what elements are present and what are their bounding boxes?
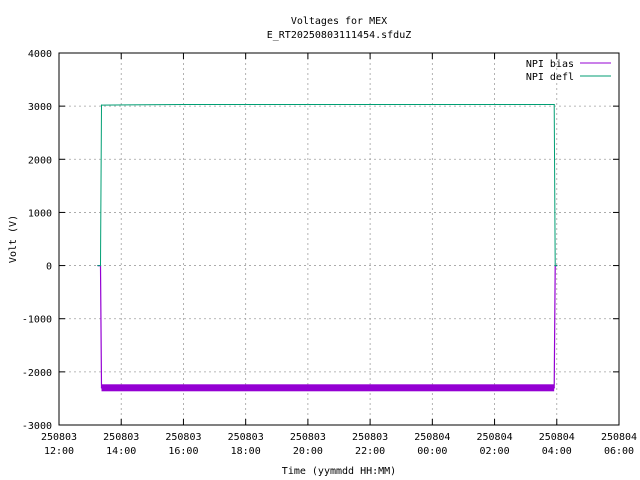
- series-line-npi-bias: [97, 265, 557, 389]
- series-point-npi-defl: [553, 103, 555, 106]
- x-tick-label-date: 250804: [476, 432, 512, 443]
- series-point-npi-bias: [100, 387, 103, 389]
- x-tick-label-date: 250803: [165, 432, 201, 443]
- series-point-npi-defl: [100, 104, 103, 106]
- y-tick-label: -2000: [22, 368, 52, 379]
- series-point-npi-defl: [182, 103, 185, 106]
- x-tick-label-time: 22:00: [355, 446, 385, 457]
- chart-title: Voltages for MEX: [291, 16, 387, 27]
- series-point-npi-defl: [97, 264, 99, 267]
- x-tick-label-time: 20:00: [293, 446, 323, 457]
- series-point-npi-bias: [307, 387, 309, 389]
- legend-label-npi-bias: NPI bias: [526, 59, 574, 70]
- x-tick-label-time: 00:00: [417, 446, 447, 457]
- plot-frame: [58, 52, 620, 426]
- series-point-npi-defl: [307, 103, 309, 106]
- series-point-npi-bias: [182, 387, 185, 389]
- series-point-npi-bias: [553, 387, 555, 389]
- y-axis-label: Volt (V): [8, 215, 19, 263]
- x-tick-label-date: 250803: [41, 432, 77, 443]
- series-point-npi-defl: [556, 264, 558, 267]
- x-tick-label-time: 02:00: [480, 446, 510, 457]
- x-tick-label-date: 250803: [228, 432, 264, 443]
- x-tick-label-time: 06:00: [604, 446, 634, 457]
- x-tick-label-time: 16:00: [168, 446, 198, 457]
- series-lines: [97, 103, 558, 392]
- grid-lines: [59, 53, 619, 425]
- series-band-npi-bias: [101, 384, 555, 392]
- y-tick-label: 3000: [28, 102, 52, 113]
- x-tick-label-time: 18:00: [231, 446, 261, 457]
- x-tick-label-date: 250804: [601, 432, 637, 443]
- series-point-npi-defl: [99, 264, 102, 267]
- y-tick-label: -3000: [22, 421, 52, 432]
- legend: NPI bias NPI defl: [526, 59, 611, 83]
- series-point-npi-defl: [431, 103, 433, 106]
- series-point-npi-bias: [431, 387, 433, 389]
- legend-label-npi-defl: NPI defl: [526, 72, 574, 83]
- x-tick-label-time: 04:00: [542, 446, 572, 457]
- series-line-npi-defl: [97, 104, 557, 267]
- x-tick-label-time: 14:00: [106, 446, 136, 457]
- y-tick-label: 0: [46, 262, 52, 273]
- y-tick-label: 2000: [28, 155, 52, 166]
- y-tick-label: -1000: [22, 315, 52, 326]
- chart-subtitle: E_RT20250803111454.sfduZ: [267, 30, 412, 41]
- x-tick-label-date: 250804: [539, 432, 575, 443]
- x-tick-label-date: 250804: [414, 432, 450, 443]
- x-tick-label-time: 12:00: [44, 446, 74, 457]
- y-tick-label: 1000: [28, 208, 52, 219]
- x-axis-label: Time (yymmdd HH:MM): [282, 466, 396, 477]
- y-tick-label: 4000: [28, 49, 52, 60]
- axis-ticks: -3000 -2000 -1000 0 1000 2000 3000 4000 250803 12…: [22, 49, 637, 457]
- x-tick-label-date: 250803: [103, 432, 139, 443]
- series-point-npi-defl: [554, 264, 556, 267]
- x-tick-label-date: 250803: [290, 432, 326, 443]
- x-tick-label-date: 250803: [352, 432, 388, 443]
